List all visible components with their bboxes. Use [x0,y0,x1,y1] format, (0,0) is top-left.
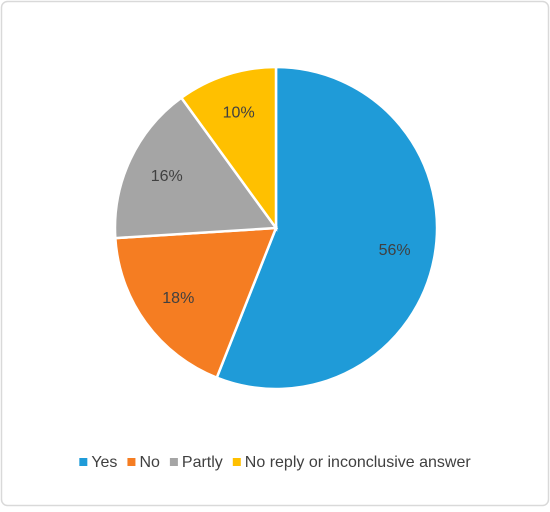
data-label: 16% [151,168,183,185]
data-label: 18% [162,290,194,307]
legend-label: No reply or inconclusive answer [245,454,472,471]
pie [113,65,439,391]
legend-marker [127,458,136,466]
legend-label: No [139,454,160,471]
legend: Yes No Partly No reply or inconclusive answ… [79,454,471,471]
legend-marker [79,458,88,466]
legend-label: Yes [91,454,117,471]
pie-slice [215,65,439,391]
pie-slice [113,96,279,240]
pie-slice [113,226,278,380]
legend-marker [169,458,178,466]
legend-label: Partly [182,454,223,471]
legend-marker [232,458,241,466]
data-labels: 56% 18% 16% 10% [151,104,411,307]
data-label: 10% [223,104,255,121]
pie-slice [179,65,278,232]
data-label: 56% [379,242,411,259]
